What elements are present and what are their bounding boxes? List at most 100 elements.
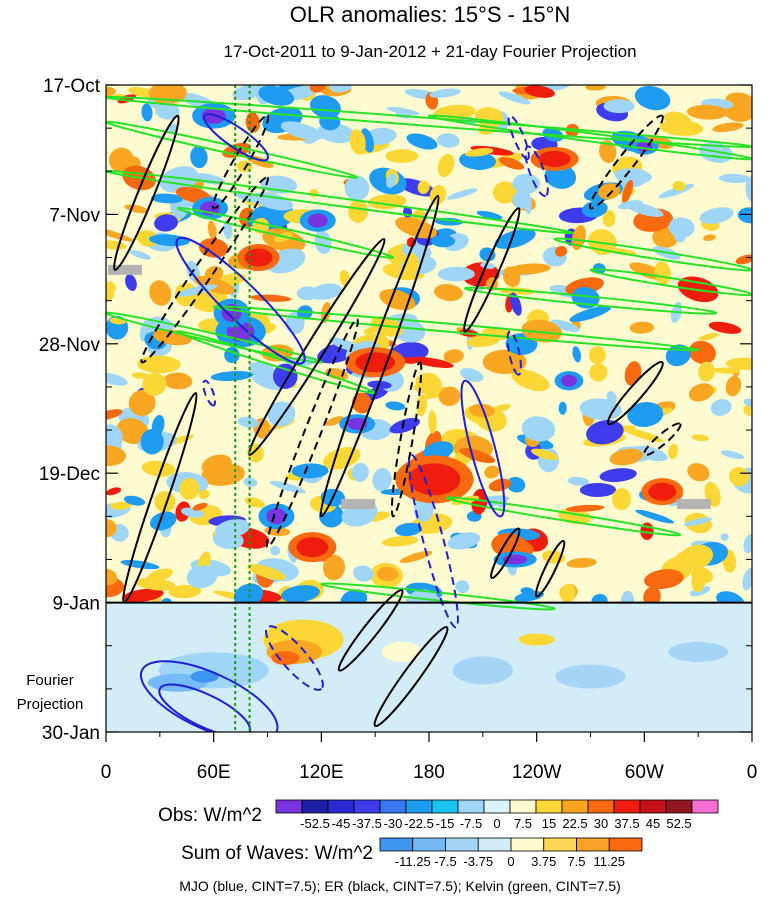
obs-anomaly-patch xyxy=(672,181,686,192)
obs-anomaly-patch xyxy=(558,401,567,415)
obs-anomaly-patch xyxy=(134,577,177,591)
obs-anomaly-patch xyxy=(629,321,655,334)
projection-anomaly-patch xyxy=(271,651,300,666)
obs-anomaly-patch xyxy=(151,415,165,437)
obs-anomaly-patch xyxy=(309,95,341,119)
obs-anomaly-patch xyxy=(417,180,430,195)
colorbar-swatch xyxy=(665,799,693,814)
obs-anomaly-patch xyxy=(609,448,644,466)
obs-anomaly-patch xyxy=(654,261,672,286)
obs-anomaly-patch xyxy=(106,568,118,586)
kelvin-contour xyxy=(106,96,752,148)
colorbar-label: 37.5 xyxy=(614,816,639,831)
y-axis-ticks: 17-Oct 7-Nov 28-Nov 19-Dec 9-Jan 30-Jan xyxy=(39,76,752,744)
er-contour xyxy=(490,527,521,580)
obs-anomaly-patch xyxy=(512,173,541,194)
obs-anomaly-patch xyxy=(322,554,346,581)
missing-data-marks xyxy=(107,264,711,510)
obs-anomaly-patch xyxy=(743,534,752,554)
obs-anomaly-patch xyxy=(699,207,734,224)
waves-colorbar: -11.25 -7.5 -3.75 0 3.75 7.5 11.25 xyxy=(379,837,643,869)
projection-label-line2: Projection xyxy=(17,696,84,713)
er-contour xyxy=(248,237,386,456)
obs-anomaly-patch xyxy=(351,392,372,414)
obs-anomaly-patch xyxy=(109,147,134,173)
obs-anomaly-patch xyxy=(150,511,177,531)
kelvin-contour xyxy=(589,268,752,297)
kelvin-contour xyxy=(106,170,574,235)
mjo-contour xyxy=(203,113,270,162)
er-contour xyxy=(606,360,664,426)
projection-anomaly-patch xyxy=(518,633,555,646)
obs-anomaly-patch xyxy=(512,190,532,209)
obs-anomaly-patch xyxy=(291,463,329,479)
y-tick-label: 28-Nov xyxy=(39,335,101,356)
obs-anomaly-patch xyxy=(725,357,752,370)
obs-anomaly-patch xyxy=(509,292,522,316)
chart-title: OLR anomalies: 15°S - 15°N xyxy=(290,2,571,27)
obs-anomaly-patch xyxy=(737,207,752,224)
obs-anomaly-patch xyxy=(155,102,180,120)
obs-anomaly-patch xyxy=(482,349,527,374)
obs-anomaly-patch xyxy=(668,217,695,238)
obs-anomaly-patch xyxy=(385,401,406,411)
obs-anomaly-patch xyxy=(106,424,123,451)
obs-anomaly-patch xyxy=(612,488,631,511)
colorbar-label: 11.25 xyxy=(593,854,625,869)
mjo-contour xyxy=(202,379,217,407)
missing-data-mark xyxy=(107,264,142,275)
colorbar-swatch xyxy=(405,799,433,814)
colorbar-label: -11.25 xyxy=(395,854,431,869)
er-contour xyxy=(463,207,521,333)
obs-anomaly-patch xyxy=(492,181,519,204)
er-contour xyxy=(390,361,423,518)
obs-anomaly-patch xyxy=(149,280,172,306)
obs-anomaly-patch xyxy=(433,284,463,301)
obs-anomaly-patch xyxy=(531,448,559,460)
obs-anomaly-patch xyxy=(635,509,675,524)
obs-anomaly-patch xyxy=(106,372,128,386)
obs-anomaly-patch xyxy=(437,133,460,148)
obs-anomaly-patch xyxy=(106,445,127,466)
obs-anomaly-patch xyxy=(634,85,671,111)
colorbar-label: 0 xyxy=(493,816,500,831)
colorbar-label: -7.5 xyxy=(460,816,482,831)
obs-anomaly-patch xyxy=(214,519,251,538)
obs-anomaly-patch xyxy=(389,417,421,434)
obs-anomaly-patch xyxy=(106,487,122,496)
wave-contours xyxy=(106,96,752,732)
obs-anomaly-patch xyxy=(725,375,742,397)
obs-colorbar-title: Obs: W/m^2 xyxy=(158,805,262,826)
obs-anomaly-patch xyxy=(198,489,210,499)
obs-anomaly-patch xyxy=(351,462,369,482)
dry-core xyxy=(408,463,461,496)
x-tick-label: 60W xyxy=(625,762,664,783)
obs-anomaly-patch xyxy=(348,200,369,223)
obs-anomaly-patch xyxy=(560,584,576,603)
obs-anomaly-patch xyxy=(131,372,149,379)
obs-anomaly-patch xyxy=(713,367,740,374)
obs-anomaly-patch xyxy=(137,355,181,374)
obs-anomaly-patch xyxy=(735,254,752,265)
colorbar-label: 45 xyxy=(646,816,660,831)
colorbar-label: -15 xyxy=(436,816,455,831)
obs-anomaly-patch xyxy=(743,398,752,408)
obs-anomaly-patch xyxy=(708,321,742,334)
obs-anomaly-patch xyxy=(247,564,286,581)
convective-core xyxy=(307,213,328,228)
obs-anomaly-patch xyxy=(106,226,134,242)
obs-anomaly-patch xyxy=(710,399,732,416)
obs-anomaly-patch xyxy=(129,249,152,260)
obs-anomaly-patch xyxy=(352,565,374,582)
colorbar-swatch xyxy=(576,837,610,852)
obs-anomaly-patch xyxy=(488,478,512,492)
convective-core xyxy=(560,374,577,387)
obs-anomaly-patch xyxy=(466,335,500,348)
obs-anomaly-patch xyxy=(507,263,551,275)
obs-anomaly-patch xyxy=(599,468,637,483)
obs-anomaly-patch xyxy=(686,104,728,120)
colorbar-swatch xyxy=(608,837,643,852)
colorbar-swatch xyxy=(457,799,485,814)
obs-anomaly-patch xyxy=(471,488,488,515)
obs-anomaly-patch xyxy=(687,463,710,482)
